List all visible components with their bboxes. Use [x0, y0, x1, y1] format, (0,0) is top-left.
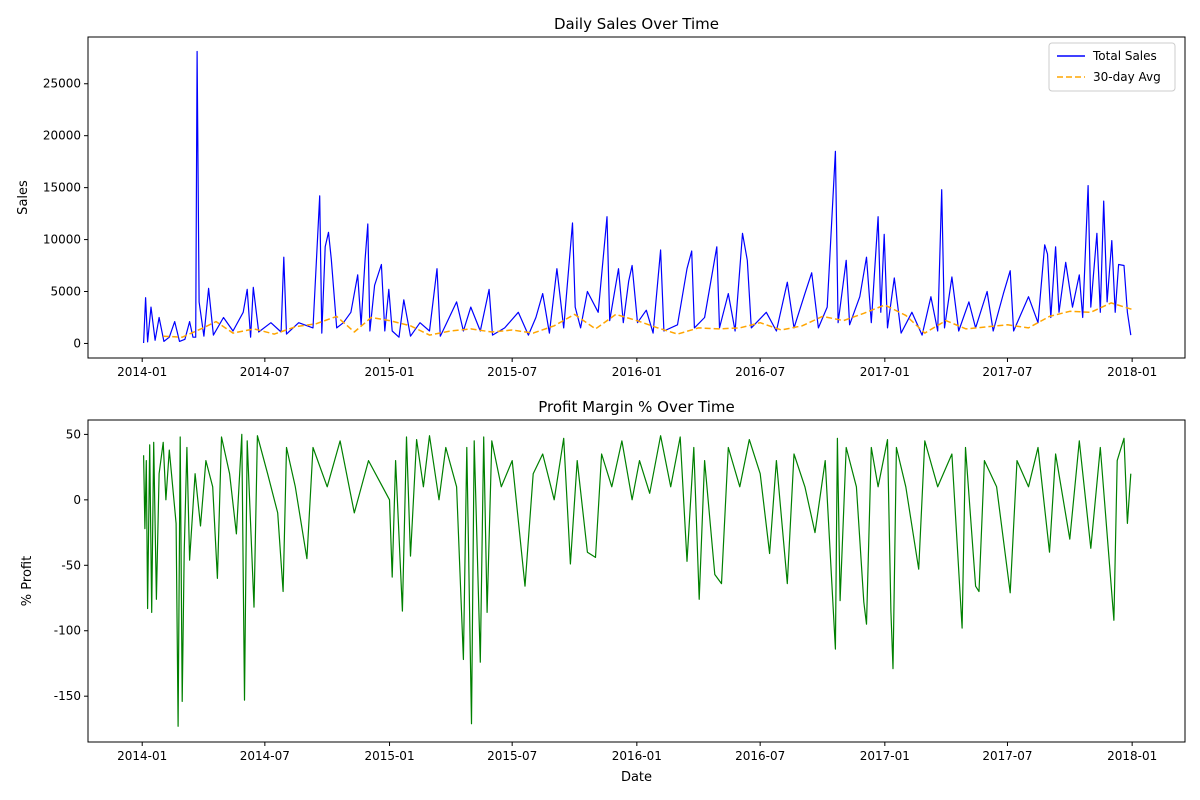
x-axis-label: Date: [621, 770, 652, 785]
x-tick-label: 2016-01: [612, 749, 662, 763]
chart-title: Daily Sales Over Time: [554, 15, 719, 33]
series-line: [163, 302, 1132, 338]
series-line: [143, 433, 1132, 727]
y-tick-label: 15000: [43, 181, 81, 195]
x-tick-label: 2014-01: [117, 365, 167, 379]
legend-box: [1048, 42, 1176, 92]
x-tick-label: 2015-07: [487, 749, 537, 763]
x-tick-label: 2016-07: [735, 749, 785, 763]
x-tick-label: 2015-01: [364, 749, 414, 763]
chart-title: Profit Margin % Over Time: [538, 398, 734, 416]
x-tick-label: 2016-01: [612, 365, 662, 379]
x-tick-label: 2017-01: [860, 749, 910, 763]
legend-label: Total Sales: [1092, 49, 1157, 63]
series-line: [143, 50, 1132, 344]
sales-chart: Daily Sales Over Time Sales 2014-01 2014-…: [16, 15, 1186, 379]
y-tick-label: 0: [73, 336, 81, 350]
y-tick-label: 10000: [43, 233, 81, 247]
legend: Total Sales 30-day Avg: [1048, 42, 1176, 92]
y-axis-label: % Profit: [20, 556, 35, 606]
y-tick-label: 25000: [43, 77, 81, 91]
profit-chart: Profit Margin % Over Time % Profit Date …: [20, 398, 1186, 785]
x-tick-label: 2017-07: [982, 749, 1032, 763]
x-tick-label: 2018-01: [1107, 749, 1157, 763]
y-tick-label: 0: [73, 493, 81, 507]
x-tick-label: 2017-07: [982, 365, 1032, 379]
x-tick-label: 2018-01: [1107, 365, 1157, 379]
x-tick-label: 2017-01: [860, 365, 910, 379]
y-axis-label: Sales: [16, 180, 31, 215]
y-tick-label: 50: [66, 427, 81, 441]
x-tick-label: 2014-07: [240, 365, 290, 379]
y-tick-label: 20000: [43, 129, 81, 143]
x-tick-label: 2015-07: [487, 365, 537, 379]
legend-label: 30-day Avg: [1093, 70, 1161, 84]
x-tick-label: 2015-01: [364, 365, 414, 379]
y-tick-label: 5000: [50, 285, 81, 299]
x-tick-label: 2014-07: [240, 749, 290, 763]
y-tick-label: -100: [54, 624, 81, 638]
y-tick-label: -150: [54, 689, 81, 703]
y-tick-label: -50: [61, 558, 81, 572]
x-tick-label: 2014-01: [117, 749, 167, 763]
x-tick-label: 2016-07: [735, 365, 785, 379]
